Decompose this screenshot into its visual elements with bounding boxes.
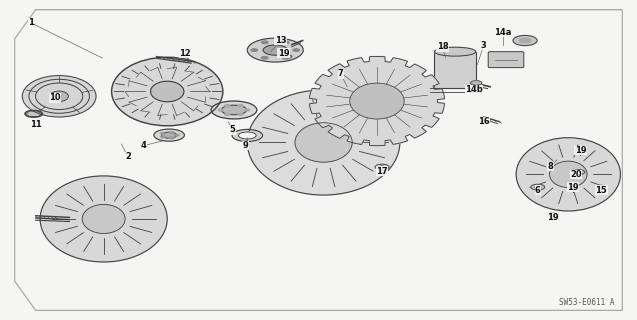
Ellipse shape	[232, 129, 262, 141]
Ellipse shape	[161, 133, 165, 134]
Ellipse shape	[295, 123, 352, 162]
Text: 9: 9	[243, 141, 248, 150]
Ellipse shape	[379, 166, 385, 168]
Ellipse shape	[225, 113, 230, 115]
Ellipse shape	[162, 132, 176, 138]
Text: 17: 17	[376, 167, 388, 176]
Text: 14b: 14b	[466, 85, 483, 94]
Ellipse shape	[534, 186, 541, 188]
Ellipse shape	[238, 113, 243, 115]
Text: 10: 10	[49, 93, 61, 102]
Text: 3: 3	[481, 41, 487, 50]
Text: SW53-E0611 A: SW53-E0611 A	[559, 298, 614, 307]
Ellipse shape	[251, 49, 257, 51]
Ellipse shape	[262, 57, 268, 59]
Text: 19: 19	[278, 49, 289, 58]
Ellipse shape	[22, 76, 96, 117]
Ellipse shape	[263, 45, 287, 55]
Ellipse shape	[221, 105, 247, 115]
Text: 13: 13	[275, 36, 286, 45]
Text: 19: 19	[547, 213, 558, 222]
Text: 14a: 14a	[494, 28, 512, 37]
FancyBboxPatch shape	[434, 52, 476, 88]
Text: 8: 8	[548, 162, 554, 171]
Ellipse shape	[519, 38, 531, 43]
Ellipse shape	[238, 132, 256, 139]
Text: 11: 11	[30, 120, 41, 130]
Text: 1: 1	[28, 19, 34, 28]
Text: 18: 18	[436, 42, 448, 52]
Text: 7: 7	[338, 69, 343, 78]
Polygon shape	[310, 56, 445, 146]
Ellipse shape	[154, 129, 184, 141]
Ellipse shape	[350, 83, 404, 119]
Ellipse shape	[50, 91, 68, 101]
Ellipse shape	[262, 41, 268, 44]
Text: 15: 15	[596, 186, 607, 195]
Text: 12: 12	[179, 49, 191, 58]
Ellipse shape	[516, 138, 620, 211]
Ellipse shape	[36, 83, 83, 109]
Text: 16: 16	[478, 117, 490, 126]
Ellipse shape	[150, 81, 184, 102]
Text: 6: 6	[535, 186, 541, 195]
Text: 5: 5	[230, 125, 236, 134]
Ellipse shape	[283, 57, 289, 59]
Ellipse shape	[218, 109, 223, 111]
Ellipse shape	[247, 90, 400, 195]
Ellipse shape	[375, 164, 389, 170]
Ellipse shape	[169, 137, 174, 139]
Ellipse shape	[161, 136, 165, 138]
Ellipse shape	[569, 185, 577, 188]
Ellipse shape	[25, 110, 43, 117]
Ellipse shape	[470, 81, 482, 85]
Ellipse shape	[548, 213, 557, 216]
FancyBboxPatch shape	[488, 52, 524, 68]
Ellipse shape	[597, 185, 606, 189]
Ellipse shape	[211, 101, 257, 119]
Ellipse shape	[576, 147, 585, 150]
Ellipse shape	[550, 161, 587, 188]
Text: 4: 4	[141, 141, 147, 150]
Ellipse shape	[247, 38, 303, 62]
Ellipse shape	[245, 109, 250, 111]
Ellipse shape	[29, 79, 89, 113]
Ellipse shape	[513, 36, 537, 46]
Text: 20: 20	[570, 170, 582, 179]
Ellipse shape	[238, 105, 243, 107]
Text: 19: 19	[567, 183, 578, 192]
Ellipse shape	[293, 49, 299, 51]
Ellipse shape	[169, 132, 174, 133]
Ellipse shape	[434, 47, 476, 56]
Ellipse shape	[40, 176, 168, 262]
Ellipse shape	[225, 105, 230, 107]
Ellipse shape	[82, 204, 125, 234]
Ellipse shape	[573, 170, 585, 174]
Ellipse shape	[111, 57, 223, 126]
Ellipse shape	[284, 55, 292, 58]
Text: 2: 2	[125, 152, 131, 161]
Ellipse shape	[531, 184, 545, 190]
Text: 19: 19	[575, 146, 586, 155]
Ellipse shape	[175, 134, 179, 136]
Ellipse shape	[283, 41, 289, 44]
